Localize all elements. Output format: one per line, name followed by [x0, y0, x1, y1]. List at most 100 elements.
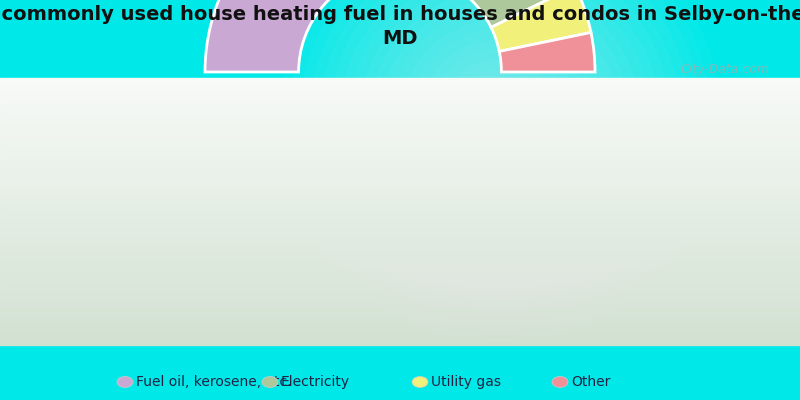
Bar: [0, 317, 800, 318]
Bar: [0, 197, 800, 198]
Text: City-Data.com: City-Data.com: [680, 64, 769, 76]
Bar: [0, 140, 800, 141]
Bar: [0, 151, 800, 152]
Bar: [0, 187, 800, 188]
Bar: [0, 243, 800, 244]
Bar: [0, 130, 800, 131]
Bar: [0, 79, 800, 80]
Bar: [0, 150, 800, 151]
Bar: [0, 160, 800, 161]
Bar: [0, 342, 800, 343]
Text: Fuel oil, kerosene, etc.: Fuel oil, kerosene, etc.: [136, 375, 291, 389]
Bar: [0, 279, 800, 280]
Bar: [0, 162, 800, 163]
Bar: [0, 254, 800, 255]
Bar: [0, 295, 800, 296]
Bar: [0, 256, 800, 257]
Bar: [0, 141, 800, 142]
Bar: [0, 275, 800, 276]
Bar: [0, 263, 800, 264]
Bar: [0, 83, 800, 84]
Bar: [0, 80, 800, 81]
Bar: [0, 110, 800, 111]
Bar: [0, 218, 800, 219]
Bar: [0, 225, 800, 226]
Bar: [0, 277, 800, 278]
Bar: [0, 284, 800, 285]
Bar: [0, 152, 800, 153]
Bar: [0, 107, 800, 108]
Bar: [0, 193, 800, 194]
Bar: [0, 222, 800, 223]
Bar: [0, 242, 800, 243]
Bar: [0, 341, 800, 342]
Bar: [0, 281, 800, 282]
Bar: [0, 94, 800, 95]
Bar: [0, 253, 800, 254]
Bar: [0, 142, 800, 143]
Wedge shape: [499, 32, 595, 72]
Bar: [0, 269, 800, 270]
Bar: [0, 132, 800, 133]
Bar: [0, 105, 800, 106]
Bar: [0, 172, 800, 173]
Bar: [0, 122, 800, 123]
Bar: [0, 185, 800, 186]
Bar: [0, 97, 800, 98]
Text: Utility gas: Utility gas: [431, 375, 501, 389]
Bar: [0, 344, 800, 345]
Bar: [0, 198, 800, 199]
Bar: [0, 190, 800, 191]
Bar: [0, 213, 800, 214]
Bar: [0, 266, 800, 267]
Bar: [0, 313, 800, 314]
Bar: [0, 147, 800, 148]
Bar: [0, 291, 800, 292]
Bar: [0, 180, 800, 181]
Bar: [0, 143, 800, 144]
Bar: [0, 252, 800, 253]
Bar: [0, 118, 800, 119]
Bar: [0, 293, 800, 294]
Bar: [0, 318, 800, 319]
Bar: [0, 304, 800, 305]
Bar: [0, 236, 800, 237]
Bar: [0, 286, 800, 287]
Bar: [0, 328, 800, 329]
Bar: [0, 212, 800, 213]
Bar: [0, 335, 800, 336]
Bar: [0, 324, 800, 325]
Bar: [0, 155, 800, 156]
Bar: [0, 321, 800, 322]
Bar: [0, 337, 800, 338]
Bar: [0, 204, 800, 205]
Bar: [0, 294, 800, 295]
Bar: [0, 82, 800, 83]
Bar: [0, 229, 800, 230]
Bar: [0, 316, 800, 317]
Bar: [0, 246, 800, 247]
Bar: [0, 333, 800, 334]
Bar: [0, 234, 800, 235]
Bar: [0, 219, 800, 220]
Bar: [0, 149, 800, 150]
Bar: [0, 251, 800, 252]
Ellipse shape: [117, 376, 133, 388]
Bar: [0, 238, 800, 239]
Text: Most commonly used house heating fuel in houses and condos in Selby-on-the-Bay,
: Most commonly used house heating fuel in…: [0, 5, 800, 48]
Bar: [0, 171, 800, 172]
Bar: [0, 115, 800, 116]
Bar: [0, 100, 800, 101]
Bar: [0, 297, 800, 298]
Bar: [0, 201, 800, 202]
Bar: [0, 184, 800, 185]
Ellipse shape: [552, 376, 568, 388]
Bar: [0, 248, 800, 249]
Bar: [0, 202, 800, 203]
Bar: [0, 199, 800, 200]
Bar: [0, 84, 800, 85]
Bar: [0, 177, 800, 178]
Bar: [0, 159, 800, 160]
Bar: [0, 167, 800, 168]
Bar: [0, 186, 800, 187]
